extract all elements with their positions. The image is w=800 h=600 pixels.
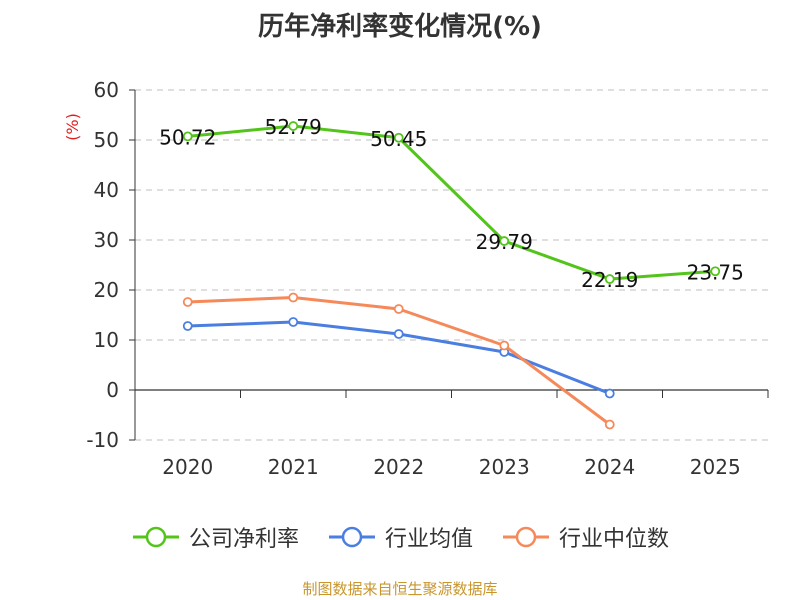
data-point — [182, 297, 193, 307]
y-tick-label: 0 — [106, 378, 119, 402]
legend-swatch-icon — [503, 526, 549, 548]
x-tick-label: 2022 — [373, 455, 424, 479]
grid-lines — [135, 89, 768, 441]
legend-label: 行业中位数 — [559, 527, 670, 552]
y-tick-label: 30 — [94, 228, 119, 252]
data-point — [604, 274, 615, 284]
legend-label: 行业均值 — [384, 527, 473, 552]
legend-item[interactable]: 行业中位数 — [501, 521, 669, 553]
data-labels: 50.72 52.79 50.45 29.79 22.19 23.75 — [159, 115, 744, 292]
data-point — [499, 340, 510, 351]
legend-item[interactable]: 行业均值 — [327, 521, 473, 553]
x-tick-label: 2024 — [584, 455, 635, 479]
x-tick-label: 2025 — [690, 455, 741, 479]
data-point — [393, 329, 404, 339]
data-point — [393, 304, 404, 314]
data-label: 29.79 — [476, 230, 533, 254]
data-point — [604, 419, 615, 430]
x-tick-label: 2020 — [162, 455, 213, 479]
data-label: 22.19 — [581, 268, 638, 292]
legend-item[interactable]: 公司净利率 — [131, 521, 299, 553]
legend-swatch-marker — [515, 526, 537, 548]
axes: 60 50 40 30 20 10 0 -10 (%) 2020 2021 2022 2023 2024 2… — [63, 78, 769, 479]
series-line — [187, 296, 611, 426]
legend-swatch-icon — [132, 526, 179, 548]
data-label: 52.79 — [265, 115, 322, 139]
series-lines — [182, 121, 721, 430]
data-point — [288, 292, 299, 303]
legend-swatch-marker — [341, 526, 363, 548]
data-point — [288, 317, 299, 327]
x-tick-label: 2021 — [268, 455, 319, 479]
data-point — [710, 266, 721, 277]
y-tick-label: 60 — [94, 78, 119, 102]
data-point — [393, 132, 404, 143]
x-tick-label: 2023 — [479, 455, 530, 479]
legend-swatch-marker — [145, 526, 167, 548]
data-label: 50.45 — [370, 127, 427, 151]
data-point — [288, 121, 299, 131]
data-point — [182, 321, 193, 331]
data-point — [604, 388, 615, 399]
y-axis-label: (%) — [63, 113, 82, 141]
y-tick-label: 40 — [94, 178, 119, 202]
y-tick-label: 50 — [94, 128, 119, 152]
data-label: 50.72 — [159, 125, 216, 149]
y-tick-label: 10 — [94, 328, 119, 352]
data-label: 23.75 — [687, 260, 744, 284]
y-tick-label: 20 — [94, 278, 119, 302]
chart-title: 历年净利率变化情况(%) — [258, 12, 542, 42]
legend-swatch-icon — [328, 526, 375, 548]
legend-label: 公司净利率 — [188, 527, 299, 552]
legend: 公司净利率 行业均值 行业中位数 — [0, 520, 800, 554]
data-point — [499, 236, 510, 246]
series-line — [187, 124, 716, 281]
data-point — [182, 131, 193, 142]
y-tick-label: -10 — [86, 428, 119, 452]
source-note: 制图数据来自恒生聚源数据库 — [302, 580, 498, 598]
